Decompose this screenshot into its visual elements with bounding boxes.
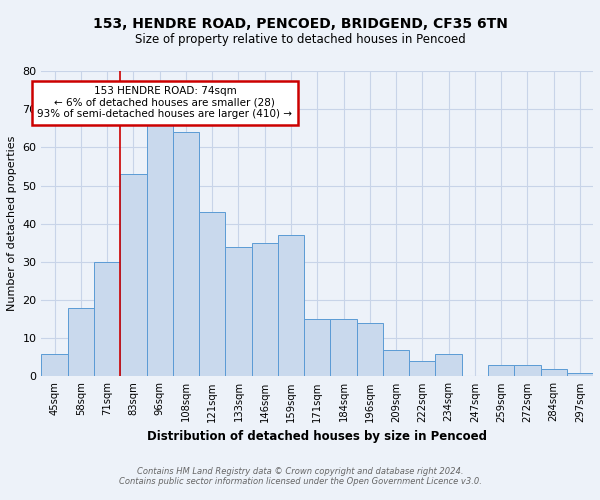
Bar	[278, 235, 304, 376]
Bar	[120, 174, 146, 376]
Bar	[541, 369, 567, 376]
Text: Size of property relative to detached houses in Pencoed: Size of property relative to detached ho…	[134, 32, 466, 46]
Bar	[488, 365, 514, 376]
Bar	[567, 372, 593, 376]
Bar	[409, 361, 436, 376]
Bar	[146, 120, 173, 376]
Bar	[514, 365, 541, 376]
Bar	[41, 354, 68, 376]
Bar	[226, 246, 251, 376]
Bar	[251, 243, 278, 376]
Y-axis label: Number of detached properties: Number of detached properties	[7, 136, 17, 312]
Bar	[94, 262, 120, 376]
Bar	[199, 212, 226, 376]
Bar	[331, 319, 356, 376]
Bar	[356, 323, 383, 376]
Bar	[436, 354, 462, 376]
Bar	[383, 350, 409, 376]
Text: 153, HENDRE ROAD, PENCOED, BRIDGEND, CF35 6TN: 153, HENDRE ROAD, PENCOED, BRIDGEND, CF3…	[92, 18, 508, 32]
Text: 153 HENDRE ROAD: 74sqm
← 6% of detached houses are smaller (28)
93% of semi-deta: 153 HENDRE ROAD: 74sqm ← 6% of detached …	[37, 86, 292, 120]
X-axis label: Distribution of detached houses by size in Pencoed: Distribution of detached houses by size …	[147, 430, 487, 443]
Bar	[304, 319, 331, 376]
Bar	[68, 308, 94, 376]
Text: Contains HM Land Registry data © Crown copyright and database right 2024.
Contai: Contains HM Land Registry data © Crown c…	[119, 466, 481, 486]
Bar	[173, 132, 199, 376]
